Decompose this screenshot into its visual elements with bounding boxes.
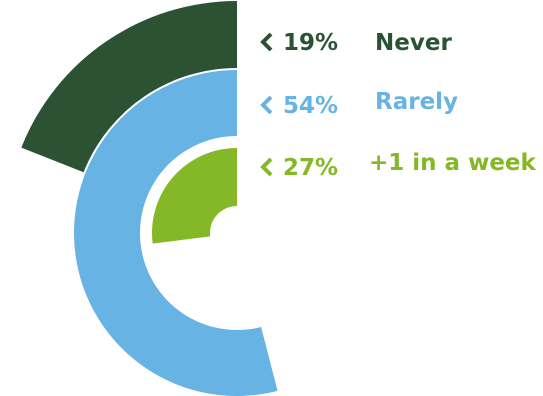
chevron-left-icon [260, 157, 273, 177]
arc-group [21, 1, 278, 396]
legend: 19% Never 54% Rarely 27% +1 in a week [260, 30, 537, 181]
arc-never [21, 1, 237, 173]
chevron-left-icon [260, 32, 273, 52]
category-label: Never [375, 30, 452, 56]
arc-1-in-a-week [152, 148, 237, 244]
category-label: +1 in a week [369, 150, 537, 176]
percent-label: 27% [283, 155, 338, 181]
arc-rarely [74, 70, 278, 396]
percent-label: 54% [283, 93, 338, 119]
category-label: Rarely [375, 89, 458, 115]
chevron-left-icon [260, 95, 273, 115]
percent-label: 19% [283, 30, 338, 56]
